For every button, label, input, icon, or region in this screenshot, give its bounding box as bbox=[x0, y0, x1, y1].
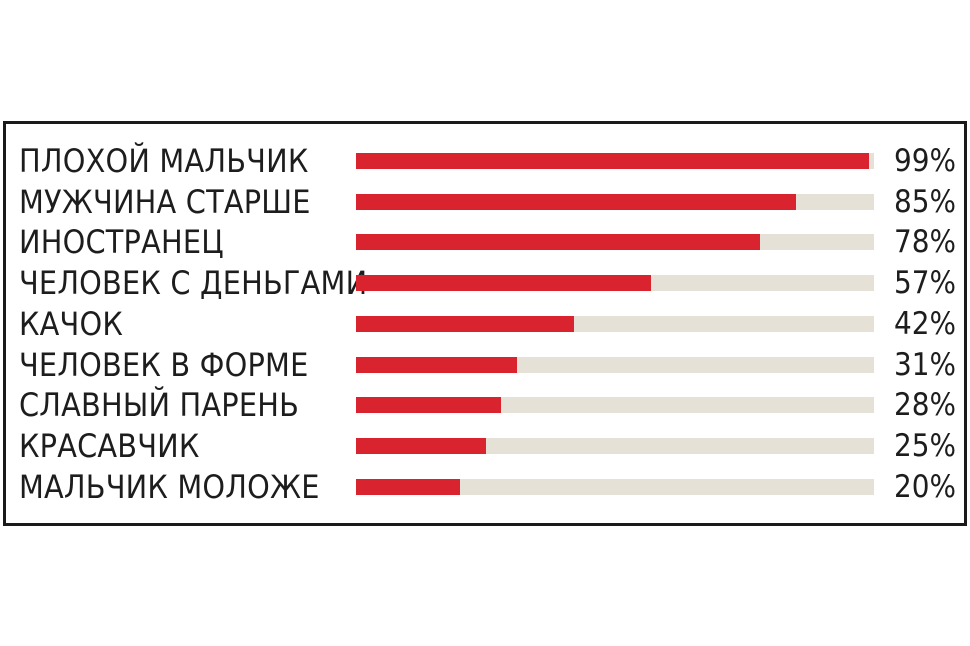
value-label: 28% bbox=[894, 387, 956, 424]
chart-row: ЧЕЛОВЕК В ФОРМЕ 31% bbox=[6, 345, 964, 385]
bar bbox=[356, 234, 761, 251]
bar-track bbox=[356, 356, 874, 373]
category-label: МАЛЬЧИК МОЛОЖЕ bbox=[19, 467, 320, 506]
category-label: ЧЕЛОВЕК В ФОРМЕ bbox=[19, 345, 309, 384]
category-label: МУЖЧИНА СТАРШЕ bbox=[19, 182, 311, 221]
value-label: 20% bbox=[894, 468, 956, 505]
category-label: КРАСАВЧИК bbox=[19, 426, 200, 465]
bar bbox=[356, 153, 869, 169]
value-label: 85% bbox=[894, 183, 956, 220]
category-label: ПЛОХОЙ МАЛЬЧИК bbox=[19, 142, 309, 180]
category-label: СЛАВНЫЙ ПАРЕНЬ bbox=[19, 386, 300, 425]
value-label: 57% bbox=[894, 265, 956, 302]
bar bbox=[356, 315, 574, 332]
chart-row: МУЖЧИНА СТАРШЕ 85% bbox=[6, 182, 964, 222]
bar bbox=[356, 356, 517, 373]
value-label: 78% bbox=[894, 224, 956, 261]
value-label: 99% bbox=[894, 143, 956, 179]
bar-track bbox=[356, 397, 874, 414]
bar bbox=[356, 275, 652, 292]
chart-row: КАЧОК 42% bbox=[6, 304, 964, 344]
bar-track bbox=[356, 315, 874, 332]
category-label: ИНОСТРАНЕЦ bbox=[19, 223, 224, 262]
value-label: 25% bbox=[894, 427, 956, 464]
bar-track bbox=[356, 275, 874, 292]
bar bbox=[356, 478, 460, 495]
chart-row: МАЛЬЧИК МОЛОЖЕ 20% bbox=[6, 467, 964, 507]
chart-row: КРАСАВЧИК 25% bbox=[6, 426, 964, 466]
chart-frame: ПЛОХОЙ МАЛЬЧИК 99% МУЖЧИНА СТАРШЕ 85% ИНОСТР… bbox=[3, 121, 967, 526]
bar-track bbox=[356, 193, 874, 210]
chart-row: СЛАВНЫЙ ПАРЕНЬ 28% bbox=[6, 385, 964, 425]
bar bbox=[356, 397, 502, 414]
bar bbox=[356, 437, 486, 454]
bar bbox=[356, 193, 797, 210]
bar-track bbox=[356, 153, 874, 169]
category-label: КАЧОК bbox=[19, 304, 123, 343]
chart-row: ПЛОХОЙ МАЛЬЧИК 99% bbox=[6, 141, 964, 181]
category-label: ЧЕЛОВЕК С ДЕНЬГАМИ bbox=[19, 264, 368, 303]
value-label: 42% bbox=[894, 305, 956, 342]
value-label: 31% bbox=[894, 346, 956, 383]
chart-row: ИНОСТРАНЕЦ 78% bbox=[6, 222, 964, 262]
bar-track bbox=[356, 478, 874, 495]
chart-row: ЧЕЛОВЕК С ДЕНЬГАМИ 57% bbox=[6, 263, 964, 303]
bar-track bbox=[356, 437, 874, 454]
bar-track bbox=[356, 234, 874, 251]
